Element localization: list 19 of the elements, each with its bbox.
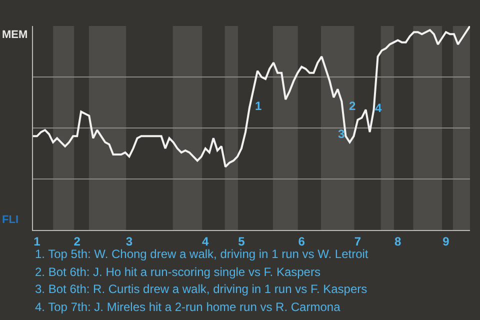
text: 3. Bot 6th: R. Curtis drew a walk, driving in 1 run vs F. Kaspers (35, 282, 368, 296)
x-tick-label: 3 (126, 234, 133, 248)
text: MEM (2, 29, 28, 41)
x-tick-label: 8 (394, 234, 402, 248)
x-tick-label: 7 (354, 234, 362, 248)
annotation: 2 (349, 99, 356, 113)
text: 1. Top 5th: W. Chong drew a walk, driving in 1 run vs W. Letroit (35, 247, 369, 261)
annotation: 3 (338, 127, 345, 141)
annotation: 1 (255, 99, 262, 113)
text: 2. Bot 6th: J. Ho hit a run-scoring single vs F. Kaspers (35, 265, 320, 279)
text: FLI (2, 214, 18, 226)
x-tick-label: 1 (34, 234, 41, 248)
x-tick-label: 4 (202, 234, 210, 248)
x-tick-label: 6 (298, 234, 306, 248)
x-tick-label: 5 (238, 234, 246, 248)
x-tick-label: 9 (442, 234, 450, 248)
x-tick-label: 2 (74, 234, 81, 248)
annotation: 4 (375, 101, 382, 115)
text: 4. Top 7th: J. Mireles hit a 2-run home run vs R. Carmona (35, 300, 341, 314)
